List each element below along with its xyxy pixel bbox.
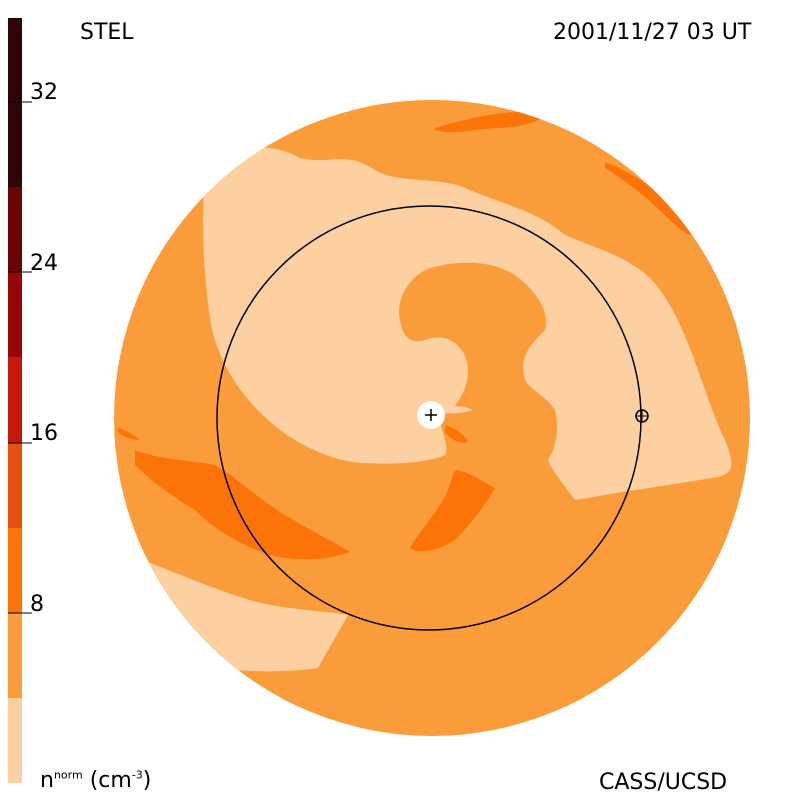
high-density-region <box>605 162 696 236</box>
colorbar-level-1 <box>8 613 22 698</box>
colorbar-tick-label: 24 <box>30 251 58 276</box>
density-disk <box>114 100 750 736</box>
colorbar-level-2 <box>8 528 22 613</box>
colorbar-tick-label: 8 <box>30 592 44 617</box>
high-density-region <box>445 425 468 443</box>
colorbar <box>8 18 32 783</box>
high-density-region <box>135 450 350 560</box>
colorbar-level-0 <box>8 698 22 783</box>
high-density-region <box>435 111 542 133</box>
low-density-region <box>440 406 472 414</box>
unit-rest: (cm <box>89 768 132 793</box>
unit-close: ) <box>142 768 152 793</box>
colorbar-unit-label: nnorm (cm-3) <box>40 768 151 793</box>
station-label: STEL <box>80 20 134 45</box>
reference-orbit-circle <box>216 205 642 631</box>
low-density-region <box>202 147 732 500</box>
colorbar-tick-label: 16 <box>30 421 58 446</box>
colorbar-level-6 <box>8 187 22 272</box>
circle-cross-icon <box>635 409 649 423</box>
high-density-region <box>410 470 495 552</box>
high-density-region <box>118 428 140 440</box>
credit-label: CASS/UCSD <box>599 770 728 795</box>
unit-superscript: norm <box>53 768 83 782</box>
colorbar-tick-label: 32 <box>30 80 58 105</box>
timestamp-label: 2001/11/27 03 UT <box>553 20 752 45</box>
unit-exponent: -3 <box>131 768 143 782</box>
colorbar-level-4 <box>8 357 22 443</box>
colorbar-level-3 <box>8 443 22 528</box>
unit-base: n <box>40 768 54 793</box>
plus-icon <box>417 401 445 429</box>
colorbar-level-5 <box>8 272 22 357</box>
